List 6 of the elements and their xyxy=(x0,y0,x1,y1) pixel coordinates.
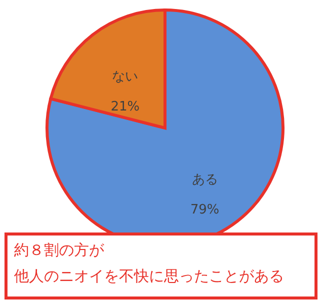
text: 他人のニオイを不快に思ったことがある xyxy=(14,267,284,285)
data-label: 21% xyxy=(110,100,140,115)
data-label: 79% xyxy=(190,202,220,218)
text: 約８割の方が xyxy=(14,241,105,259)
slice-label: ない xyxy=(112,70,138,85)
slice-label: ある xyxy=(192,172,218,188)
